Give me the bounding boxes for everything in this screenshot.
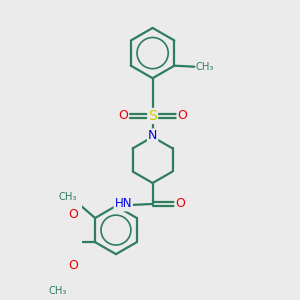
Text: O: O: [118, 110, 128, 122]
Text: CH₃: CH₃: [196, 62, 214, 72]
Text: S: S: [148, 109, 157, 123]
Text: O: O: [178, 110, 188, 122]
Text: CH₃: CH₃: [59, 192, 77, 202]
Text: HN: HN: [115, 197, 132, 211]
Text: O: O: [68, 208, 78, 221]
Text: N: N: [148, 129, 157, 142]
Text: CH₃: CH₃: [48, 286, 67, 296]
Text: O: O: [68, 259, 78, 272]
Text: O: O: [176, 197, 185, 211]
